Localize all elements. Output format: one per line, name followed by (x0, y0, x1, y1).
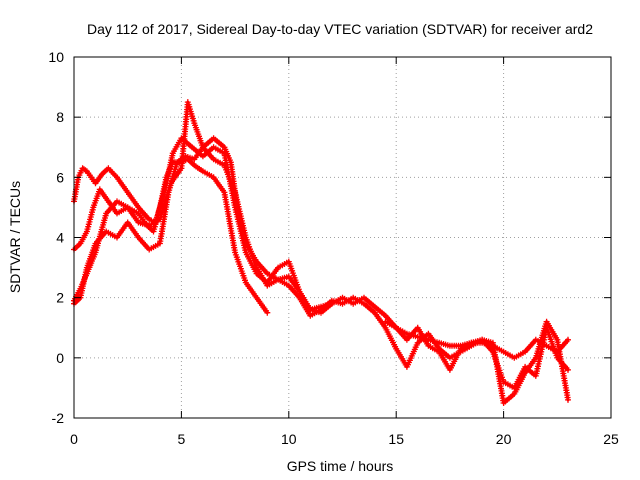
x-tick-label: 5 (178, 431, 186, 447)
x-tick-labels: 0 5 10 15 20 25 (70, 431, 619, 447)
y-axis-label: SDTVAR / TECUs (7, 181, 23, 293)
y-tick-labels: -2 0 2 4 6 8 10 (48, 49, 64, 426)
y-tick-label: 10 (48, 49, 64, 65)
grid-layer (74, 57, 611, 418)
y-tick-label: 8 (56, 109, 64, 125)
tick-layer (73, 56, 612, 419)
x-tick-label: 0 (70, 431, 78, 447)
x-tick-label: 25 (603, 431, 619, 447)
y-tick-label: 0 (56, 350, 64, 366)
series-markers (382, 318, 571, 391)
chart-title: Day 112 of 2017, Sidereal Day-to-day VTE… (87, 21, 593, 37)
x-axis-label: GPS time / hours (287, 458, 394, 474)
y-tick-label: 2 (56, 290, 64, 306)
x-tick-label: 15 (388, 431, 404, 447)
x-tick-label: 10 (281, 431, 297, 447)
y-tick-label: 6 (56, 169, 64, 185)
y-tick-label: -2 (52, 410, 65, 426)
series-satellite-track-5 (382, 318, 571, 391)
y-tick-label: 4 (56, 230, 64, 246)
x-tick-label: 20 (496, 431, 512, 447)
